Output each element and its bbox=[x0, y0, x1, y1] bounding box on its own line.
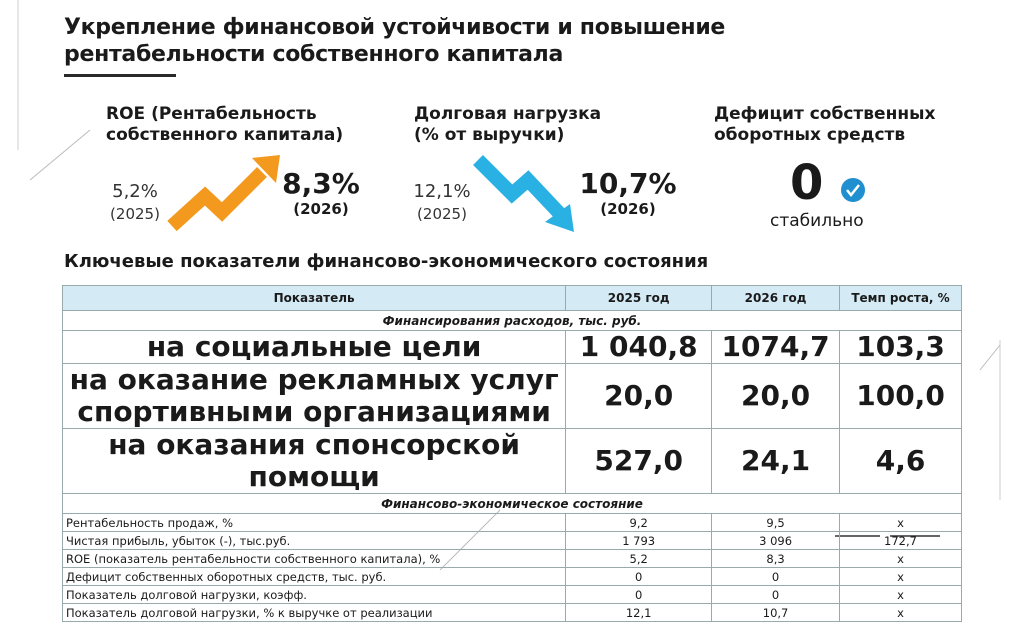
row-label: Чистая прибыль, убыток (-), тыс.руб. bbox=[61, 531, 567, 550]
table-row: на оказания спонсорской помощи 527,0 24,1 4… bbox=[61, 428, 962, 494]
cell: 1074,7 bbox=[711, 330, 841, 364]
table-row: Дефицит собственных оборотных средств, т… bbox=[61, 567, 962, 586]
row-label: ROE (показатель рентабельности собственн… bbox=[61, 549, 567, 568]
row-label: Дефицит собственных оборотных средств, т… bbox=[61, 567, 567, 586]
cell: 3 096 bbox=[711, 531, 841, 550]
row-label: на оказание рекламных услуг спортивными … bbox=[61, 363, 567, 429]
table-row: Показатель долговой нагрузки, коэфф. 0 0 х bbox=[61, 585, 962, 604]
kpi-label-line: (% от выручки) bbox=[414, 125, 565, 145]
table-row: Рентабельность продаж, % 9,2 9,5 х bbox=[61, 513, 962, 532]
kpi-label-line: Долговая нагрузка bbox=[414, 104, 602, 124]
header-row: Показатель 2025 год 2026 год Темп роста, % bbox=[61, 285, 962, 311]
cell: х bbox=[839, 585, 962, 604]
row-label: на социальные цели bbox=[61, 330, 567, 364]
kpi-to-value: 8,3% bbox=[282, 167, 360, 200]
cell: 9,2 bbox=[565, 513, 713, 532]
row-label: Показатель долговой нагрузки, % к выручк… bbox=[61, 603, 567, 622]
kpi-from: 12,1% (2025) bbox=[404, 181, 480, 225]
cell: 9,5 bbox=[711, 513, 841, 532]
kpi-from-value: 12,1% bbox=[413, 181, 471, 202]
section-row: Финансирования расходов, тыс. руб. bbox=[62, 310, 962, 331]
cell: 10,7 bbox=[711, 603, 841, 622]
slide: Укрепление финансовой устойчивости и пов… bbox=[17, 0, 1001, 622]
kpi-label: Долговая нагрузка (% от выручки) bbox=[414, 104, 601, 146]
cell: 0 bbox=[565, 567, 713, 586]
column-header: Темп роста, % bbox=[839, 285, 962, 311]
cell: 1 040,8 bbox=[565, 330, 713, 364]
table-row: Показатель долговой нагрузки, % к выручк… bbox=[61, 603, 962, 622]
kpi-value: 0 bbox=[790, 155, 824, 211]
kpi-to-year: (2026) bbox=[600, 200, 656, 218]
cell: 5,2 bbox=[565, 549, 713, 568]
cell: х bbox=[839, 513, 962, 532]
cell: 0 bbox=[711, 585, 841, 604]
title: Укрепление финансовой устойчивости и пов… bbox=[64, 14, 725, 68]
cell: х bbox=[839, 549, 962, 568]
table-row: на оказание рекламных услуг спортивными … bbox=[61, 363, 962, 429]
row-label: Рентабельность продаж, % bbox=[61, 513, 567, 532]
kpi-from: 5,2% (2025) bbox=[100, 181, 170, 225]
cell: 100,0 bbox=[839, 363, 962, 429]
kpi-to-year: (2026) bbox=[293, 200, 349, 218]
cell: 20,0 bbox=[565, 363, 713, 429]
cell: 103,3 bbox=[839, 330, 962, 364]
cell: 1 793 bbox=[565, 531, 713, 550]
section-row: Финансово-экономическое состояние bbox=[62, 493, 962, 514]
kpi-from-year: (2025) bbox=[417, 205, 467, 223]
cell: 20,0 bbox=[711, 363, 841, 429]
cell: 172,7 bbox=[839, 531, 962, 550]
column-header: 2025 год bbox=[565, 285, 713, 311]
kpi-label-line: собственного капитала) bbox=[106, 125, 344, 145]
title-underline bbox=[64, 74, 176, 77]
cell: 4,6 bbox=[839, 428, 962, 494]
table: Показатель 2025 год 2026 год Темп роста, % Ф… bbox=[61, 285, 962, 622]
kpi-note: стабильно bbox=[770, 211, 864, 231]
kpi-label-line: ROE (Рентабельность bbox=[106, 104, 317, 124]
cell: 8,3 bbox=[711, 549, 841, 568]
row-label: на оказания спонсорской помощи bbox=[61, 428, 567, 494]
kpi-to: 10,7% (2026) bbox=[576, 167, 680, 219]
kpi-label-line: оборотных средств bbox=[714, 125, 906, 145]
kpi-from-value: 5,2% bbox=[112, 181, 158, 202]
cell: 12,1 bbox=[565, 603, 713, 622]
kpi-label: ROE (Рентабельность собственного капитал… bbox=[106, 104, 343, 146]
table-row: ROE (показатель рентабельности собственн… bbox=[61, 549, 962, 568]
cell: х bbox=[839, 603, 962, 622]
cell: 0 bbox=[711, 567, 841, 586]
cell: 527,0 bbox=[565, 428, 713, 494]
kpi-label-line: Дефицит собственных bbox=[714, 104, 936, 124]
column-header: Показатель bbox=[61, 285, 567, 311]
section-title: Финансирования расходов, тыс. руб. bbox=[62, 310, 962, 331]
row-label: Показатель долговой нагрузки, коэфф. bbox=[61, 585, 567, 604]
cell: х bbox=[839, 567, 962, 586]
table-title: Ключевые показатели финансово-экономичес… bbox=[64, 251, 709, 272]
kpi-label: Дефицит собственных оборотных средств bbox=[714, 104, 935, 146]
kpi-to: 8,3% (2026) bbox=[276, 167, 366, 219]
cell: 0 bbox=[565, 585, 713, 604]
title-line: Укрепление финансовой устойчивости и пов… bbox=[64, 15, 726, 40]
section-title: Финансово-экономическое состояние bbox=[62, 493, 962, 514]
table-row: Чистая прибыль, убыток (-), тыс.руб. 1 79… bbox=[61, 531, 962, 550]
kpi-from-year: (2025) bbox=[110, 205, 160, 223]
column-header: 2026 год bbox=[711, 285, 841, 311]
cell: 24,1 bbox=[711, 428, 841, 494]
table-row: на социальные цели 1 040,8 1074,7 103,3 bbox=[61, 330, 962, 364]
title-line: рентабельности собственного капитала bbox=[64, 42, 564, 67]
kpi-to-value: 10,7% bbox=[579, 167, 677, 200]
